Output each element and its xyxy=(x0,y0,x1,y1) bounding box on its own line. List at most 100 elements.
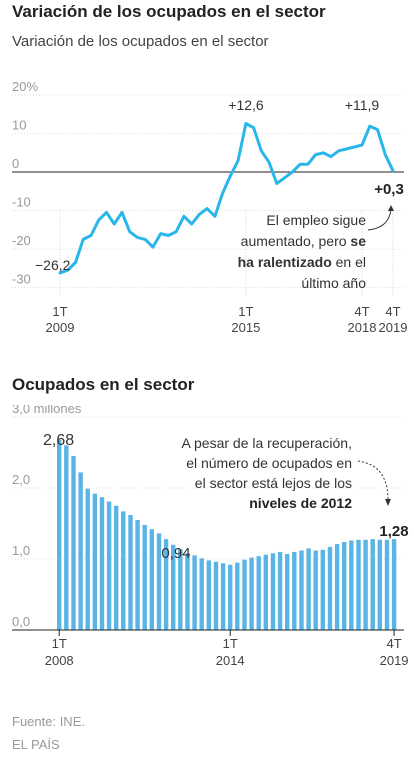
y-tick-label: 10 xyxy=(12,118,26,133)
bar xyxy=(156,533,162,630)
bar xyxy=(349,540,354,630)
last-label: +0,3 xyxy=(374,181,404,198)
bar xyxy=(64,445,69,630)
bar xyxy=(85,488,90,630)
bar xyxy=(106,501,112,630)
bar xyxy=(199,558,204,630)
note-arrowhead xyxy=(388,205,394,211)
bar xyxy=(270,553,276,630)
bar xyxy=(220,563,226,630)
bar-chart-title: Ocupados en el sector xyxy=(12,375,195,394)
bar xyxy=(149,529,154,630)
note-bold-text: se xyxy=(350,233,366,249)
min-value-label: 0,94 xyxy=(161,545,190,562)
note-line: niveles de 2012 xyxy=(249,495,352,511)
note-connector xyxy=(367,208,392,231)
bar xyxy=(306,548,311,630)
y-tick-label: 1,0 xyxy=(12,543,30,558)
y-tick-label: -20 xyxy=(12,233,31,248)
note-line: aumentado, pero se xyxy=(241,233,367,249)
note-bold-text: ha ralentizado xyxy=(238,254,332,270)
bar xyxy=(377,539,382,630)
last-value-label: 1,28 xyxy=(379,523,408,540)
y-tick-label: -10 xyxy=(12,195,31,210)
bar xyxy=(299,550,304,630)
bar xyxy=(384,539,390,630)
bar xyxy=(356,539,361,630)
chart1-subtitle: Variación de los ocupados en el sector xyxy=(12,33,269,50)
bar xyxy=(327,546,333,630)
note-text: en el xyxy=(332,254,366,270)
bar xyxy=(235,562,240,631)
note-line: ha ralentizado en el xyxy=(238,254,366,270)
bar xyxy=(263,554,268,630)
y-tick-label: 2,0 xyxy=(12,472,30,487)
y-tick-label: 0 xyxy=(12,156,19,171)
x-tick-quarter: 4T xyxy=(354,304,369,319)
bar xyxy=(363,539,368,630)
peak1-label: +12,6 xyxy=(228,97,264,113)
y-tick-label: 20% xyxy=(12,79,38,94)
bar xyxy=(213,561,219,630)
note-line: último año xyxy=(301,275,366,291)
x-tick-quarter: 1T xyxy=(223,636,238,651)
x-tick-year: 2019 xyxy=(380,653,409,668)
bar xyxy=(78,472,83,630)
note-connector xyxy=(357,460,389,501)
note-line: El empleo sigue xyxy=(266,212,366,228)
bar xyxy=(334,544,340,630)
bar xyxy=(292,551,297,630)
bar xyxy=(285,554,290,630)
bar xyxy=(192,555,197,630)
bar xyxy=(391,539,397,630)
x-tick-quarter: 4T xyxy=(385,304,400,319)
bar xyxy=(171,544,176,630)
note-text: aumentado, pero xyxy=(241,233,351,249)
bar xyxy=(57,439,62,630)
x-tick-quarter: 1T xyxy=(52,304,67,319)
bar xyxy=(249,557,254,630)
note-arrowhead xyxy=(385,499,391,506)
bar xyxy=(142,524,147,630)
min-label: −26,2 xyxy=(35,257,71,273)
x-tick-quarter: 1T xyxy=(52,636,67,651)
bar xyxy=(313,550,318,630)
x-tick-year: 2015 xyxy=(231,320,260,335)
x-tick-year: 2014 xyxy=(216,653,245,668)
y-tick-label: 3,0 millones xyxy=(12,405,82,416)
first-value-label: 2,68 xyxy=(43,432,74,449)
series-line xyxy=(58,122,395,275)
x-tick-quarter: 1T xyxy=(238,304,253,319)
bar xyxy=(342,542,347,630)
note-line: el número de ocupados en xyxy=(186,455,352,471)
bar xyxy=(256,556,261,630)
x-tick-year: 2009 xyxy=(46,320,75,335)
x-tick-year: 2019 xyxy=(379,320,408,335)
source-note: Fuente: INE. xyxy=(12,714,85,729)
bar xyxy=(71,456,76,630)
y-tick-label: -30 xyxy=(12,272,31,287)
y-tick-label: 0,0 xyxy=(12,614,30,629)
bar-chart: 3,0 millones 2,0 1,0 0,0 1T 2008 1T 2014 4T 2019 2… xyxy=(12,405,409,668)
bar xyxy=(277,551,283,630)
peak2-label: +11,9 xyxy=(345,97,380,113)
brand-name: EL PAÍS xyxy=(12,737,60,752)
bar xyxy=(206,560,211,630)
bar xyxy=(128,515,133,630)
bar xyxy=(121,511,126,630)
bar xyxy=(185,553,190,630)
page-title: Variación de los ocupados en el sector xyxy=(12,2,326,21)
bar xyxy=(370,539,375,630)
bar xyxy=(135,520,140,630)
bar xyxy=(163,539,169,630)
line-chart: 20%100-10-20-301T20091T20154T20184T2019−… xyxy=(12,79,408,335)
x-tick-year: 2008 xyxy=(45,653,74,668)
bar xyxy=(178,549,183,630)
x-tick-quarter: 4T xyxy=(386,636,401,651)
bar xyxy=(114,505,119,631)
bar xyxy=(92,493,97,630)
bar xyxy=(242,559,247,630)
note-line: el sector está lejos de los xyxy=(195,475,352,491)
bar xyxy=(320,549,325,630)
note-line: A pesar de la recuperación, xyxy=(182,435,352,451)
